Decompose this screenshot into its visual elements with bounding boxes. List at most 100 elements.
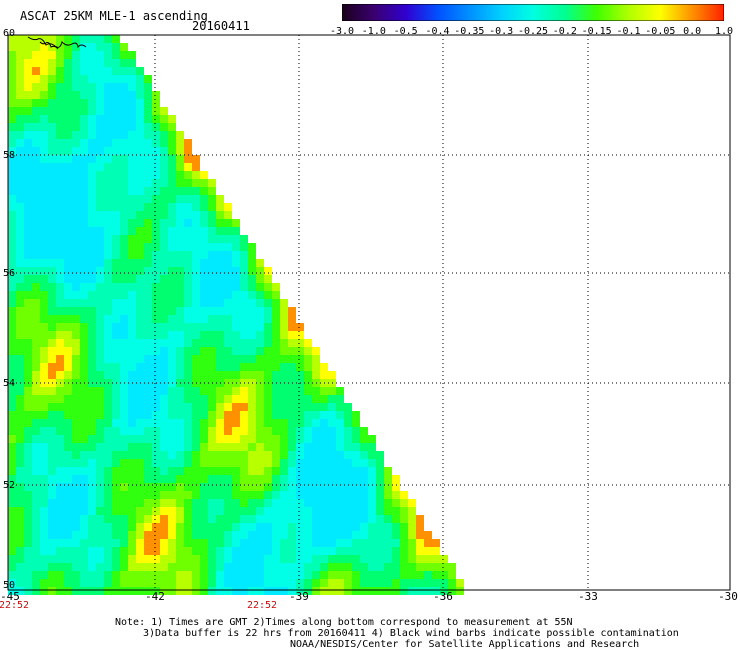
swath-pixel <box>56 275 64 283</box>
swath-pixel <box>64 331 72 339</box>
swath-pixel <box>296 371 304 379</box>
swath-pixel <box>112 315 120 323</box>
swath-pixel <box>232 355 240 363</box>
swath-pixel <box>304 539 312 547</box>
swath-pixel <box>40 323 48 331</box>
swath-pixel <box>240 347 248 355</box>
swath-pixel <box>152 107 160 115</box>
swath-pixel <box>112 547 120 555</box>
swath-pixel <box>112 371 120 379</box>
swath-pixel <box>32 483 40 491</box>
swath-pixel <box>152 139 160 147</box>
swath-pixel <box>48 483 56 491</box>
swath-pixel <box>40 163 48 171</box>
swath-pixel <box>264 451 272 459</box>
swath-pixel <box>80 115 88 123</box>
swath-pixel <box>408 563 416 571</box>
swath-pixel <box>40 51 48 59</box>
swath-pixel <box>160 211 168 219</box>
swath-pixel <box>392 499 400 507</box>
swath-pixel <box>136 291 144 299</box>
swath-pixel <box>352 411 360 419</box>
swath-pixel <box>144 163 152 171</box>
swath-pixel <box>48 347 56 355</box>
swath-pixel <box>272 563 280 571</box>
swath-pixel <box>136 411 144 419</box>
swath-pixel <box>72 283 80 291</box>
swath-pixel <box>96 539 104 547</box>
swath-pixel <box>176 547 184 555</box>
swath-pixel <box>152 403 160 411</box>
swath-pixel <box>224 387 232 395</box>
swath-pixel <box>88 427 96 435</box>
swath-pixel <box>144 323 152 331</box>
swath-pixel <box>32 579 40 587</box>
swath-pixel <box>168 419 176 427</box>
swath-pixel <box>160 163 168 171</box>
swath-pixel <box>32 427 40 435</box>
swath-pixel <box>72 443 80 451</box>
swath-pixel <box>32 339 40 347</box>
swath-pixel <box>312 587 320 595</box>
swath-pixel <box>296 523 304 531</box>
swath-pixel <box>88 235 96 243</box>
swath-pixel <box>16 427 24 435</box>
swath-pixel <box>72 115 80 123</box>
swath-pixel <box>392 571 400 579</box>
swath-pixel <box>208 419 216 427</box>
swath-pixel <box>272 307 280 315</box>
swath-pixel <box>104 235 112 243</box>
swath-pixel <box>24 587 32 595</box>
swath-pixel <box>240 451 248 459</box>
swath-pixel <box>32 467 40 475</box>
swath-pixel <box>104 563 112 571</box>
swath-pixel <box>168 131 176 139</box>
swath-pixel <box>352 507 360 515</box>
swath-pixel <box>264 347 272 355</box>
swath-pixel <box>304 355 312 363</box>
swath-pixel <box>24 331 32 339</box>
swath-pixel <box>88 387 96 395</box>
swath-pixel <box>56 235 64 243</box>
swath-pixel <box>328 411 336 419</box>
swath-pixel <box>264 531 272 539</box>
swath-pixel <box>328 483 336 491</box>
swath-pixel <box>24 427 32 435</box>
swath-pixel <box>96 371 104 379</box>
swath-pixel <box>168 395 176 403</box>
swath-pixel <box>296 459 304 467</box>
swath-pixel <box>344 435 352 443</box>
swath-pixel <box>128 147 136 155</box>
swath-pixel <box>56 147 64 155</box>
swath-pixel <box>208 195 216 203</box>
swath-pixel <box>120 419 128 427</box>
swath-pixel <box>16 35 24 43</box>
swath-pixel <box>248 267 256 275</box>
swath-pixel <box>136 99 144 107</box>
swath-pixel <box>32 419 40 427</box>
swath-pixel <box>376 491 384 499</box>
swath-pixel <box>200 579 208 587</box>
swath-pixel <box>344 491 352 499</box>
swath-pixel <box>16 363 24 371</box>
swath-pixel <box>336 443 344 451</box>
swath-pixel <box>272 387 280 395</box>
swath-pixel <box>232 571 240 579</box>
swath-pixel <box>40 171 48 179</box>
swath-pixel <box>328 539 336 547</box>
swath-pixel <box>8 547 16 555</box>
swath-pixel <box>48 539 56 547</box>
swath-pixel <box>272 579 280 587</box>
swath-pixel <box>104 155 112 163</box>
swath-pixel <box>144 507 152 515</box>
swath-pixel <box>152 331 160 339</box>
swath-pixel <box>304 411 312 419</box>
swath-pixel <box>112 531 120 539</box>
swath-pixel <box>120 99 128 107</box>
swath-pixel <box>8 371 16 379</box>
swath-pixel <box>128 507 136 515</box>
swath-pixel <box>64 427 72 435</box>
colorbar-label: 0.0 <box>683 26 702 37</box>
swath-pixel <box>120 435 128 443</box>
swath-pixel <box>400 555 408 563</box>
